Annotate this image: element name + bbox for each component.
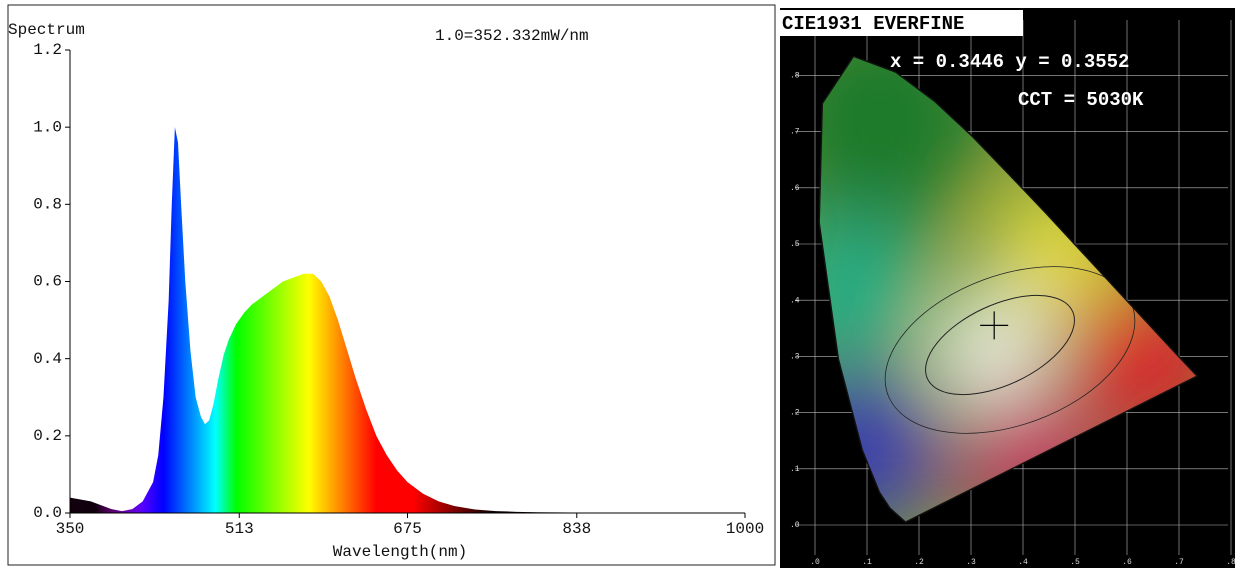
- cie-x-tick-label: .3: [966, 558, 976, 567]
- x-tick-label: 675: [393, 520, 422, 538]
- chart-frame: [7, 4, 776, 566]
- cie-x-tick-label: .4: [1018, 558, 1028, 567]
- cie-x-tick-label: .8: [1226, 558, 1236, 567]
- cie-y-tick-label: .1: [790, 465, 800, 474]
- cie-diagram: .0 .1 .2 .3 .4 .5 .6 .7 .8 .0 .1 .2 .3 .4 .5 .6 .7 .8 CIE…: [780, 8, 1236, 568]
- cie-y-tick-label: .5: [790, 240, 800, 249]
- cie-x-tick-label: .0: [810, 558, 820, 567]
- cie-y-tick-label: .8: [790, 72, 800, 81]
- plot: 0.0 0.2 0.4 0.6 0.8 1.0 1.2 350 513 675 838 1000: [33, 41, 764, 538]
- y-tick-label: 0.8: [33, 196, 62, 214]
- cie-coordinates: x = 0.3446 y = 0.3552: [890, 51, 1129, 73]
- y-tick-label: 1.2: [33, 41, 62, 59]
- cie-y-tick-label: .3: [790, 353, 800, 362]
- cie-x-tick-label: .2: [914, 558, 924, 567]
- y-axis-label: Spectrum: [8, 21, 85, 39]
- annotation: 1.0=352.332mW/nm: [435, 27, 589, 45]
- y-tick-label: 0.6: [33, 273, 62, 291]
- y-tick-label: 1.0: [33, 118, 62, 136]
- cie-x-tick-label: .1: [862, 558, 872, 567]
- x-tick-label: 1000: [726, 520, 764, 538]
- cie-cct: CCT = 5030K: [1018, 89, 1144, 111]
- cie-y-tick-label: .0: [790, 521, 800, 530]
- cie-x-tick-label: .7: [1174, 558, 1184, 567]
- cie-y-tick-label: .2: [790, 409, 800, 418]
- cie-y-tick-label: .4: [790, 296, 800, 305]
- cie-x-tick-label: .6: [1122, 558, 1132, 567]
- cie-y-tick-label: .6: [790, 184, 800, 193]
- cie-x-tick-label: .5: [1070, 558, 1080, 567]
- y-tick-label: 0.4: [33, 350, 62, 368]
- cie-y-tick-label: .7: [790, 128, 800, 137]
- spectrum-area: [70, 127, 745, 514]
- cie-title: CIE1931 EVERFINE: [782, 13, 964, 35]
- x-tick-label: 838: [562, 520, 591, 538]
- x-tick-label: 513: [225, 520, 254, 538]
- x-tick-label: 350: [56, 520, 85, 538]
- y-tick-label: 0.0: [33, 504, 62, 522]
- y-tick-label: 0.2: [33, 427, 62, 445]
- cie-title-box: [780, 10, 1023, 36]
- x-axis-label: Wavelength(nm): [333, 543, 467, 561]
